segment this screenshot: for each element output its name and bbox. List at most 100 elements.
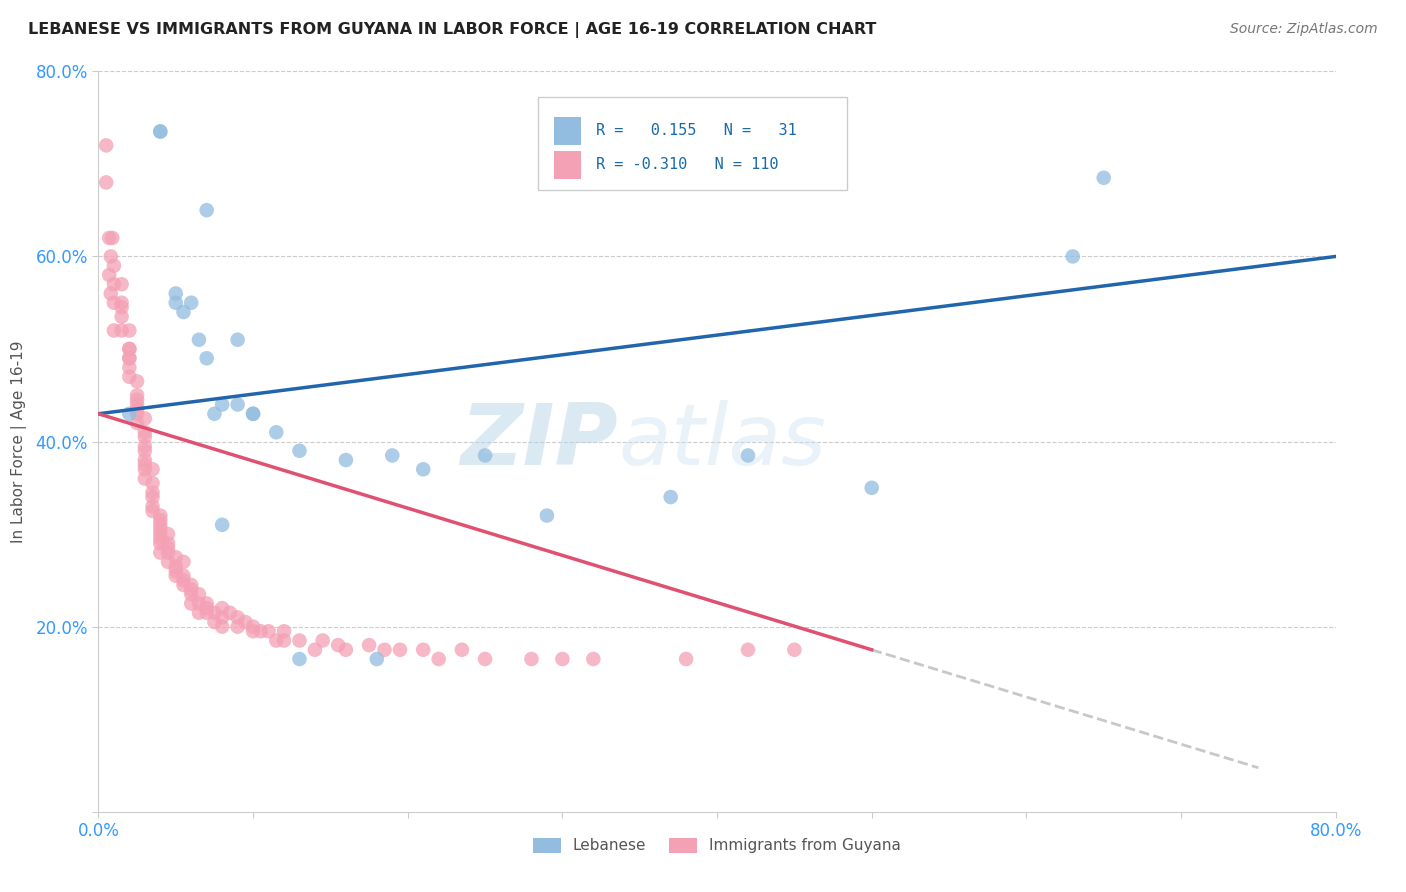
Point bbox=[111, 295, 132, 310]
Point bbox=[157, 545, 180, 560]
Point bbox=[134, 472, 156, 486]
Point bbox=[149, 124, 172, 138]
Point bbox=[204, 407, 226, 421]
Text: R =   0.155   N =   31: R = 0.155 N = 31 bbox=[596, 123, 797, 138]
Point bbox=[141, 490, 165, 504]
Point bbox=[188, 597, 211, 611]
Point bbox=[127, 402, 149, 417]
Point bbox=[141, 476, 165, 491]
Point bbox=[172, 305, 194, 319]
Point bbox=[233, 615, 257, 629]
Point bbox=[1092, 170, 1115, 185]
Point bbox=[111, 324, 132, 338]
Point bbox=[111, 310, 132, 324]
Point bbox=[273, 633, 295, 648]
Point bbox=[474, 652, 496, 666]
Point bbox=[98, 231, 121, 245]
Point bbox=[134, 430, 156, 444]
Point bbox=[149, 517, 172, 532]
Point bbox=[101, 231, 124, 245]
Point bbox=[172, 568, 194, 582]
Point bbox=[335, 453, 357, 467]
Point bbox=[127, 388, 149, 402]
Point bbox=[188, 606, 211, 620]
Y-axis label: In Labor Force | Age 16-19: In Labor Force | Age 16-19 bbox=[11, 340, 27, 543]
Point bbox=[118, 369, 141, 384]
Point bbox=[304, 642, 326, 657]
Point bbox=[195, 606, 218, 620]
Point bbox=[134, 462, 156, 476]
Point bbox=[127, 398, 149, 412]
Point bbox=[141, 462, 165, 476]
Point bbox=[134, 458, 156, 472]
Point bbox=[180, 295, 202, 310]
Point bbox=[195, 351, 218, 366]
Point bbox=[257, 624, 280, 639]
Text: Source: ZipAtlas.com: Source: ZipAtlas.com bbox=[1230, 22, 1378, 37]
Point bbox=[180, 582, 202, 597]
Point bbox=[312, 633, 335, 648]
Point bbox=[127, 416, 149, 430]
Point bbox=[195, 597, 218, 611]
Point bbox=[551, 652, 574, 666]
Point bbox=[242, 407, 264, 421]
Point bbox=[111, 277, 132, 292]
Point bbox=[149, 508, 172, 523]
Point bbox=[211, 398, 233, 412]
Point bbox=[165, 564, 187, 578]
Point bbox=[188, 587, 211, 601]
Point bbox=[211, 517, 233, 532]
Point bbox=[157, 527, 180, 541]
Point bbox=[134, 425, 156, 440]
Point bbox=[149, 527, 172, 541]
Point bbox=[96, 138, 118, 153]
FancyBboxPatch shape bbox=[554, 151, 581, 179]
Point bbox=[96, 175, 118, 190]
Point bbox=[366, 652, 388, 666]
Point bbox=[127, 407, 149, 421]
Point bbox=[412, 642, 434, 657]
Point bbox=[134, 453, 156, 467]
Point bbox=[157, 555, 180, 569]
Point bbox=[242, 619, 264, 633]
Point bbox=[100, 250, 122, 264]
Point bbox=[172, 578, 194, 592]
Legend: Lebanese, Immigrants from Guyana: Lebanese, Immigrants from Guyana bbox=[527, 831, 907, 860]
Point bbox=[149, 545, 172, 560]
Point bbox=[204, 615, 226, 629]
Point bbox=[288, 443, 311, 458]
Point bbox=[165, 295, 187, 310]
Point bbox=[582, 652, 605, 666]
Point bbox=[118, 342, 141, 356]
Point bbox=[118, 342, 141, 356]
Point bbox=[100, 286, 122, 301]
Point bbox=[288, 652, 311, 666]
Point bbox=[474, 449, 496, 463]
Point bbox=[860, 481, 883, 495]
Point bbox=[335, 642, 357, 657]
Point bbox=[98, 268, 121, 282]
Point bbox=[165, 568, 187, 582]
Point bbox=[675, 652, 697, 666]
Point bbox=[226, 398, 249, 412]
Point bbox=[103, 259, 125, 273]
Point bbox=[149, 532, 172, 546]
Point bbox=[141, 500, 165, 514]
Point bbox=[180, 587, 202, 601]
Point bbox=[388, 642, 412, 657]
Point bbox=[250, 624, 273, 639]
FancyBboxPatch shape bbox=[554, 117, 581, 145]
Point bbox=[226, 619, 249, 633]
Point bbox=[141, 504, 165, 518]
Point bbox=[326, 638, 350, 652]
Point bbox=[211, 610, 233, 624]
Point bbox=[165, 559, 187, 574]
Point bbox=[783, 642, 806, 657]
Text: ZIP: ZIP bbox=[460, 400, 619, 483]
Point bbox=[103, 295, 125, 310]
Point bbox=[127, 392, 149, 407]
Point bbox=[134, 443, 156, 458]
FancyBboxPatch shape bbox=[537, 97, 846, 190]
Point bbox=[374, 642, 396, 657]
Point bbox=[195, 203, 218, 218]
